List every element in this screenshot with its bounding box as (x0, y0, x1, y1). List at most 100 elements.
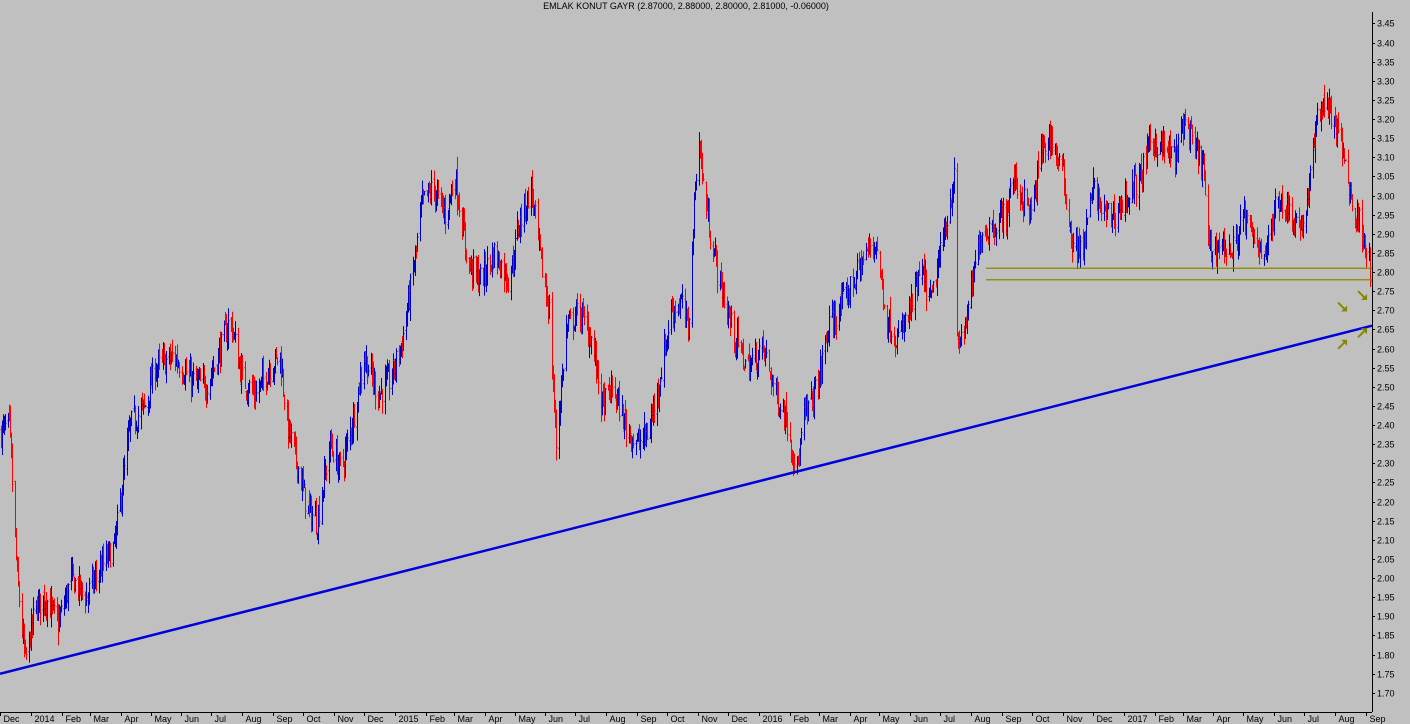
ohlc-bar (360, 366, 363, 394)
ohlc-bar (315, 497, 318, 535)
x-tick-label: Feb (430, 714, 446, 724)
ohlc-bar (1051, 126, 1054, 156)
ohlc-bar (430, 170, 433, 206)
ohlc-bar (681, 284, 684, 309)
ohlc-bar (849, 276, 852, 309)
ohlc-bar (744, 358, 747, 369)
ohlc-bar (374, 371, 377, 410)
ohlc-bar (1072, 232, 1075, 253)
ohlc-bar (1191, 124, 1194, 145)
ohlc-bar (1246, 209, 1249, 224)
ohlc-bar (151, 357, 154, 394)
ohlc-bar (956, 163, 959, 337)
ohlc-bar (241, 354, 244, 381)
x-tick-label: Aug (246, 714, 262, 724)
y-tick-label: 3.20 (1377, 115, 1395, 125)
x-tick-label: Oct (307, 714, 322, 724)
ohlc-bar (1288, 195, 1291, 221)
ohlc-bar (712, 241, 715, 263)
ohlc-bar (625, 409, 628, 448)
ohlc-bar (821, 344, 824, 384)
ohlc-bar (32, 597, 35, 636)
y-tick-label: 2.60 (1377, 345, 1395, 355)
y-tick-label: 2.65 (1377, 325, 1395, 335)
ohlc-bar (388, 360, 391, 401)
ohlc-bar (1295, 213, 1298, 224)
ohlc-bar (392, 353, 395, 385)
ohlc-bar (248, 379, 251, 394)
ohlc-bar (95, 559, 98, 592)
ohlc-bar (967, 300, 970, 321)
y-tick-label: 2.05 (1377, 555, 1395, 565)
ohlc-bar (1173, 139, 1176, 153)
ohlc-bar (486, 246, 489, 286)
ohlc-bar (465, 249, 468, 264)
x-tick-label: Feb (794, 714, 810, 724)
ohlc-bar (380, 378, 383, 395)
ohlc-bar (876, 236, 879, 252)
ohlc-bar (949, 188, 952, 224)
ohlc-bar (632, 433, 635, 449)
ohlc-bar (674, 300, 677, 324)
y-tick-label: 2.35 (1377, 440, 1395, 450)
ohlc-bar (1330, 95, 1333, 130)
x-tick-label: Jul (215, 714, 227, 724)
ohlc-bar (1142, 152, 1145, 193)
ohlc-bar (1253, 228, 1256, 244)
ohlc-bar (939, 232, 942, 268)
ohlc-bar (698, 132, 701, 186)
ohlc-bar (18, 581, 21, 608)
ohlc-bar (828, 305, 831, 347)
ohlc-bar (534, 200, 537, 219)
y-tick-label: 1.85 (1377, 631, 1395, 641)
ohlc-bar (646, 422, 649, 440)
ohlc-bar (11, 443, 14, 492)
y-tick-label: 3.25 (1377, 96, 1395, 106)
ohlc-bar (800, 427, 803, 445)
ohlc-bar (144, 405, 147, 408)
ohlc-bar (723, 281, 726, 309)
ohlc-bar (995, 227, 998, 247)
ohlc-bar (1225, 248, 1228, 266)
y-tick-label: 2.25 (1377, 478, 1395, 488)
ohlc-bar (883, 304, 886, 310)
ohlc-bar (1023, 179, 1026, 217)
ohlc-bar (1337, 112, 1340, 134)
ohlc-bar (1089, 192, 1092, 218)
ohlc-bar (1061, 154, 1064, 172)
ohlc-bar (1344, 159, 1347, 162)
ohlc-bar (60, 599, 63, 613)
ohlc-bar (346, 429, 349, 452)
ohlc-bar (1316, 102, 1319, 126)
ohlc-bar (109, 542, 112, 568)
ohlc-bar (220, 332, 223, 367)
ohlc-bar (1232, 225, 1235, 272)
ohlc-bar (685, 300, 688, 329)
ohlc-bar (39, 593, 42, 626)
ohlc-bar (786, 411, 789, 442)
ohlc-bar (409, 273, 412, 322)
y-tick-label: 2.30 (1377, 459, 1395, 469)
x-tick-label: Jul (944, 714, 956, 724)
ohlc-bar (993, 224, 996, 246)
ohlc-bar (1274, 188, 1277, 219)
ohlc-bar (695, 173, 698, 191)
arrow-up-right-icon (1337, 339, 1348, 350)
y-tick-label: 2.70 (1377, 306, 1395, 316)
ohlc-bar (1016, 177, 1019, 199)
x-tick-label: Mar (94, 714, 110, 724)
support-trendline (0, 324, 1373, 675)
y-tick-label: 2.75 (1377, 287, 1395, 297)
ohlc-bar (1342, 142, 1345, 159)
ohlc-bar (660, 367, 663, 380)
y-tick-label: 3.30 (1377, 77, 1395, 87)
ohlc-bar (73, 576, 76, 594)
y-tick-label: 2.55 (1377, 364, 1395, 374)
ohlc-bar (1120, 195, 1123, 221)
ohlc-bars (0, 84, 1372, 663)
ohlc-bar (514, 229, 517, 270)
ohlc-bar (1170, 146, 1173, 159)
ohlc-bar (332, 451, 335, 463)
ohlc-bar (269, 363, 272, 388)
ohlc-bar (1347, 149, 1350, 184)
